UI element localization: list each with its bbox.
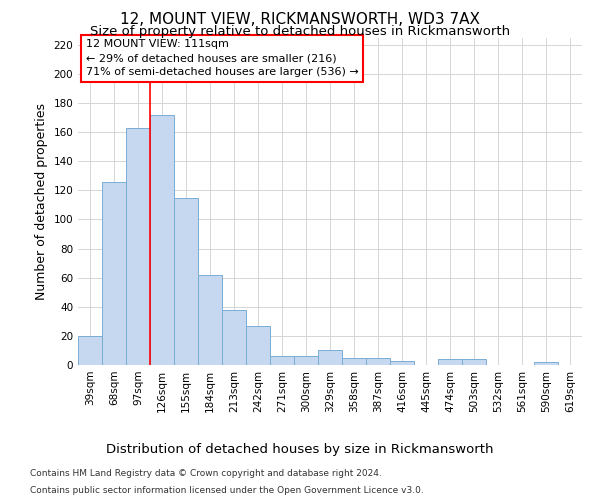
Bar [318,350,342,365]
Text: 12 MOUNT VIEW: 111sqm
← 29% of detached houses are smaller (216)
71% of semi-det: 12 MOUNT VIEW: 111sqm ← 29% of detached … [86,39,358,77]
Bar [246,326,270,365]
Y-axis label: Number of detached properties: Number of detached properties [35,103,48,300]
Bar [294,356,318,365]
Bar [366,358,390,365]
Text: Contains public sector information licensed under the Open Government Licence v3: Contains public sector information licen… [30,486,424,495]
Text: Size of property relative to detached houses in Rickmansworth: Size of property relative to detached ho… [90,25,510,38]
Bar [102,182,126,365]
Bar [438,359,462,365]
Bar [198,275,222,365]
Bar [126,128,150,365]
Bar [174,198,198,365]
Bar [342,358,366,365]
Text: Distribution of detached houses by size in Rickmansworth: Distribution of detached houses by size … [106,442,494,456]
Text: Contains HM Land Registry data © Crown copyright and database right 2024.: Contains HM Land Registry data © Crown c… [30,468,382,477]
Bar [534,362,558,365]
Text: 12, MOUNT VIEW, RICKMANSWORTH, WD3 7AX: 12, MOUNT VIEW, RICKMANSWORTH, WD3 7AX [120,12,480,28]
Bar [78,336,102,365]
Bar [150,114,174,365]
Bar [222,310,246,365]
Bar [390,360,414,365]
Bar [462,359,486,365]
Bar [270,356,294,365]
